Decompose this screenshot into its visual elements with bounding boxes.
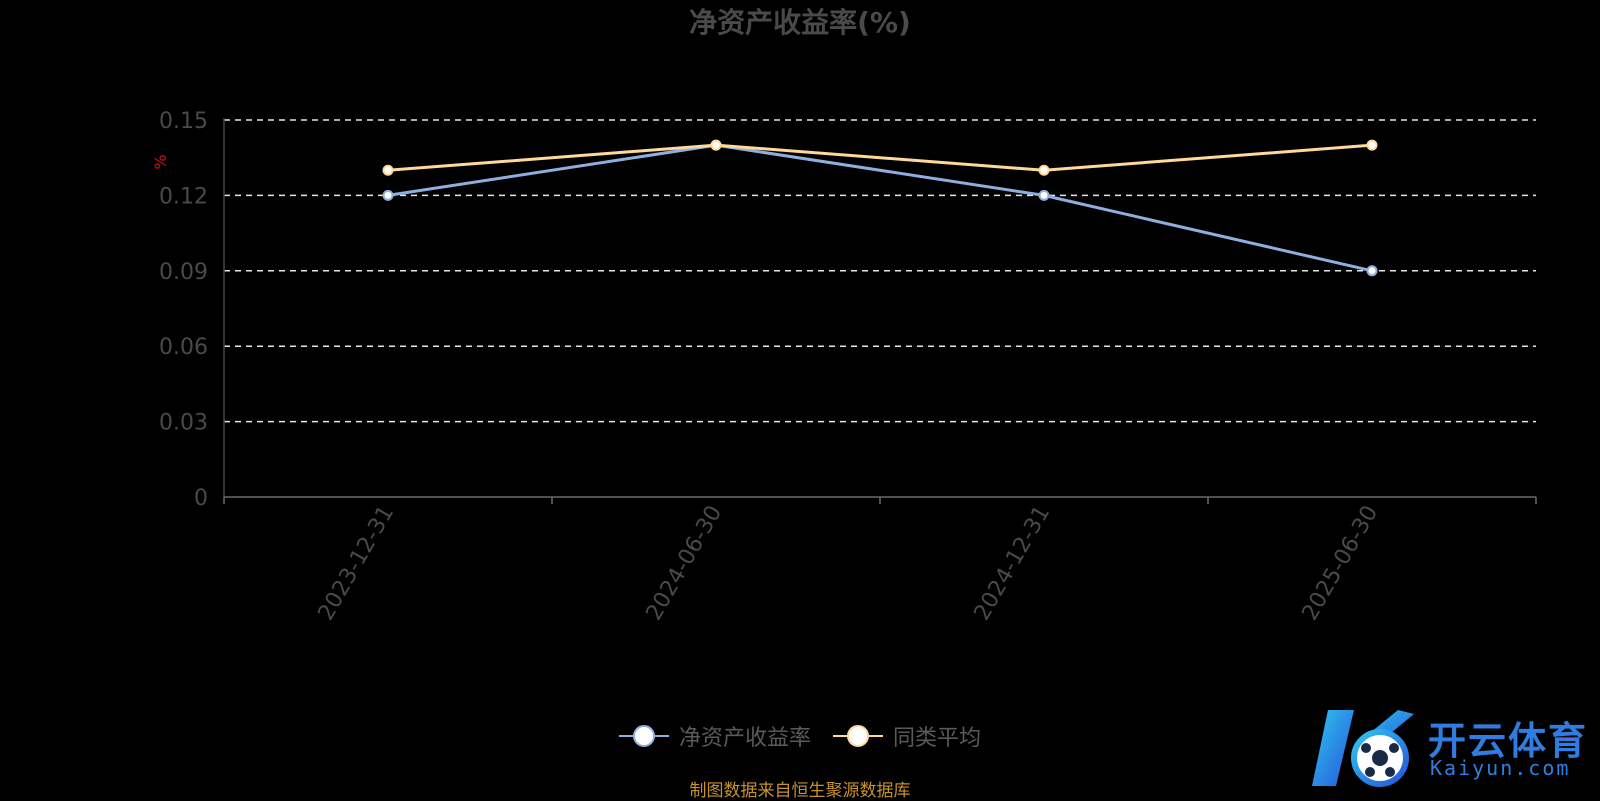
x-tick-label: 2025-06-30 — [1298, 502, 1384, 625]
y-axis-label: % — [151, 154, 170, 169]
line-chart: 净资产收益率(%) % 0 0.03 0.06 0.09 0.12 0.15 2023-1… — [151, 6, 1537, 625]
y-tick-labels: 0 0.03 0.06 0.09 0.12 0.15 — [159, 109, 208, 511]
source-note: 制图数据来自恒生聚源数据库 — [689, 781, 911, 801]
x-tick-label: 2023-12-31 — [314, 502, 400, 625]
series-lines — [382, 139, 1378, 277]
data-point — [1366, 265, 1378, 277]
series-line-0 — [387, 143, 1373, 273]
data-point — [1366, 139, 1378, 151]
x-tick-label: 2024-06-30 — [642, 502, 728, 625]
series-line-1 — [387, 143, 1373, 172]
y-tick-label: 0.12 — [159, 184, 208, 209]
y-tick-label: 0.09 — [159, 260, 208, 285]
data-point — [1038, 164, 1050, 176]
y-tick-label: 0.06 — [159, 335, 208, 360]
x-tick-labels: 2023-12-31 2024-06-30 2024-12-31 2025-06-30 — [314, 502, 1384, 625]
legend: 净资产收益率 同类平均 — [0, 718, 1600, 754]
watermark-domain: Kaiyun.com — [1430, 756, 1571, 780]
data-point — [382, 189, 394, 201]
legend-label-peer-average: 同类平均 — [893, 726, 982, 751]
axes — [223, 118, 1537, 504]
data-point — [710, 139, 722, 151]
legend-label-roe: 净资产收益率 — [678, 726, 811, 751]
y-tick-label: 0 — [194, 486, 208, 511]
x-tick-label: 2024-12-31 — [970, 502, 1056, 625]
gridlines — [224, 119, 1536, 423]
legend-item-peer-average[interactable]: 同类平均 — [833, 720, 981, 752]
data-point — [1038, 189, 1050, 201]
legend-item-roe[interactable]: 净资产收益率 — [618, 720, 811, 752]
chart-title: 净资产收益率(%) — [689, 6, 911, 39]
y-tick-label: 0.03 — [159, 411, 208, 436]
legend-swatch-peer-average — [833, 723, 883, 749]
kaiyun-logo-icon — [1312, 710, 1414, 787]
y-tick-label: 0.15 — [159, 109, 208, 134]
watermark-brand: 开云体育 — [1428, 719, 1589, 763]
legend-swatch-roe — [618, 723, 669, 749]
watermark-logo: 开云体育 Kaiyun.com — [1310, 700, 1600, 794]
data-point — [382, 164, 394, 176]
